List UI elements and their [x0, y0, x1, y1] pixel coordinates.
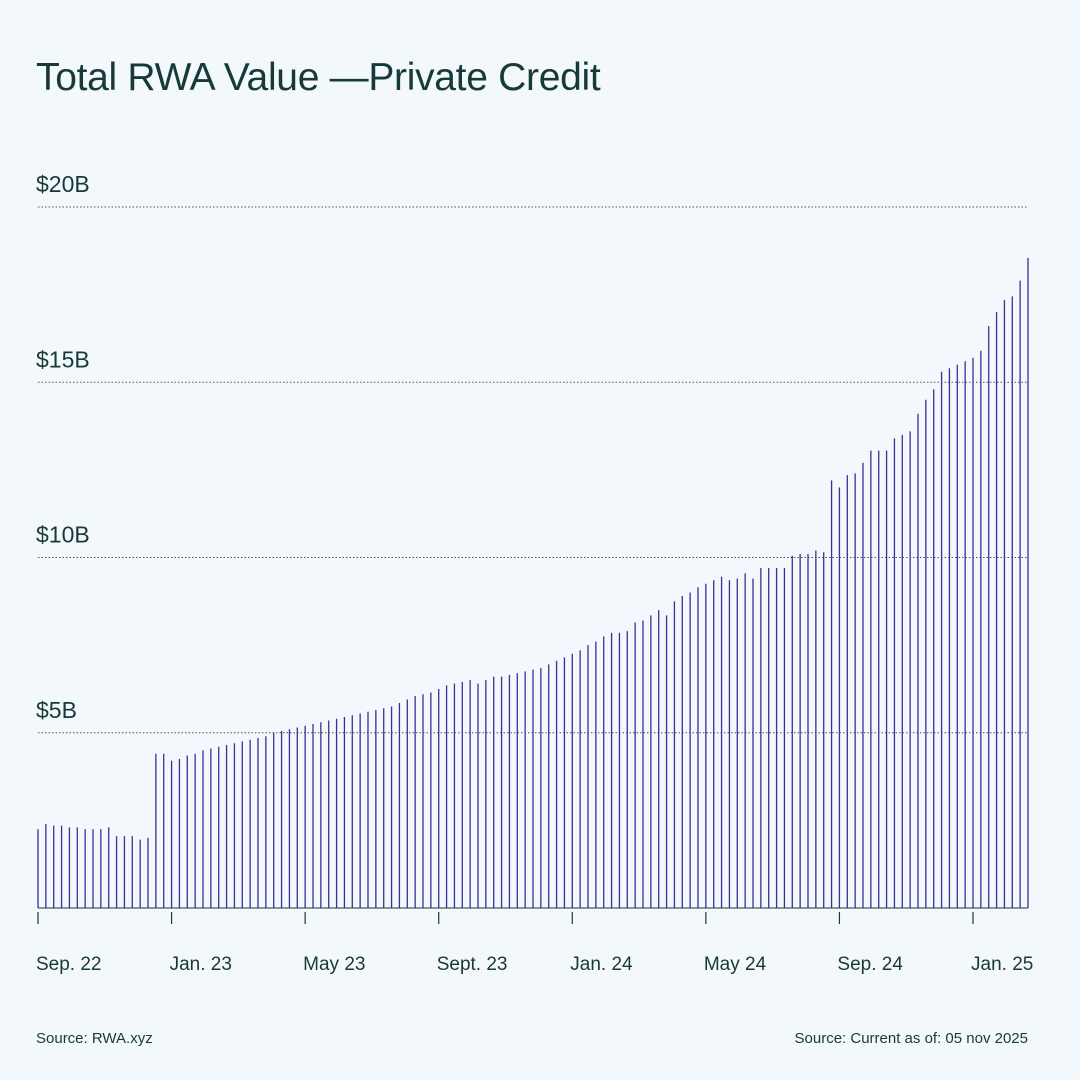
x-axis — [37, 907, 1028, 924]
x-tick-label: Jan. 23 — [170, 954, 232, 975]
y-tick-label: $5B — [36, 697, 77, 723]
y-tick-label: $10B — [36, 522, 90, 548]
source-note: Source: RWA.xyz — [36, 1030, 153, 1047]
axis-labels: $5B $10B $15B $20B Sep. 22 Jan. 23 May 23 Sept.… — [36, 171, 1033, 975]
chart-title: Total RWA Value —Private Credit — [36, 56, 601, 99]
as-of-note: Source: Current as of: 05 nov 2025 — [794, 1030, 1028, 1047]
x-tick-label: Sept. 23 — [437, 954, 508, 975]
y-tick-label: $15B — [36, 346, 90, 372]
x-tick-label: Sep. 22 — [36, 954, 102, 975]
x-tick-label: Jan. 24 — [570, 954, 633, 975]
gridlines — [38, 206, 1028, 734]
x-tick-label: Jan. 25 — [971, 954, 1033, 975]
y-tick-label: $20B — [36, 171, 90, 197]
x-tick-label: May 24 — [704, 954, 767, 975]
x-tick-label: May 23 — [303, 954, 365, 975]
x-tick-label: Sep. 24 — [837, 954, 903, 975]
bar-series — [37, 257, 1029, 908]
